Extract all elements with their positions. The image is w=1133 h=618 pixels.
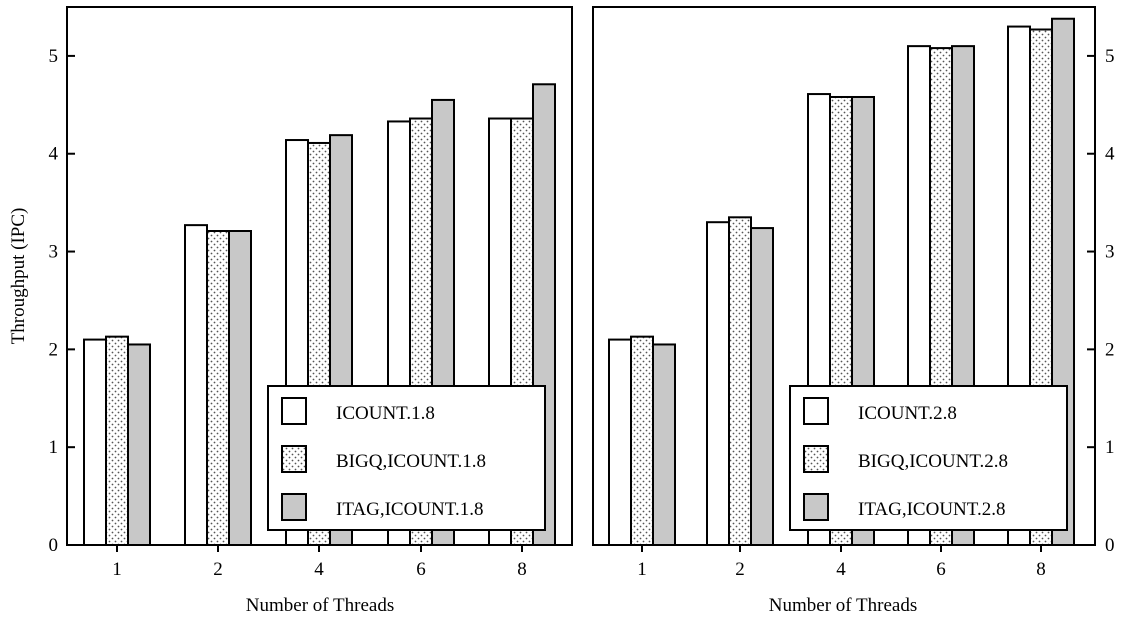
y-tick-label: 0 bbox=[1105, 535, 1115, 556]
legend-swatch-gray bbox=[281, 493, 307, 521]
bar-empty-1 bbox=[608, 338, 632, 546]
y-tick-label: 1 bbox=[49, 437, 59, 458]
bar-dotted-1 bbox=[105, 335, 129, 546]
y-axis: 0 1 2 3 4 5 bbox=[49, 46, 75, 556]
x-axis: 1 2 4 6 8 bbox=[637, 545, 1046, 580]
y-tick-label: 4 bbox=[49, 144, 59, 165]
y-axis: 0 1 2 3 4 5 bbox=[1087, 46, 1115, 556]
legend-swatch-empty bbox=[281, 397, 307, 425]
legend: ICOUNT.1.8 BIGQ,ICOUNT.1.8 ITAG,ICOUNT.1.8 bbox=[267, 385, 546, 531]
bar-dotted-1 bbox=[630, 335, 654, 546]
bar-gray-1 bbox=[127, 343, 151, 546]
legend-label: ICOUNT.1.8 bbox=[336, 403, 435, 424]
x-axis-title: Number of Threads bbox=[769, 595, 917, 616]
x-tick-label: 6 bbox=[416, 559, 426, 580]
bar-empty-1 bbox=[83, 338, 107, 546]
x-tick-label: 4 bbox=[836, 559, 846, 580]
y-tick-label: 3 bbox=[1105, 242, 1115, 263]
legend-swatch-dotted bbox=[281, 445, 307, 473]
y-tick-label: 1 bbox=[1105, 437, 1115, 458]
x-tick-label: 8 bbox=[517, 559, 527, 580]
x-tick-label: 8 bbox=[1036, 559, 1046, 580]
bar-empty-2 bbox=[184, 224, 208, 546]
legend-label: ITAG,ICOUNT.1.8 bbox=[336, 499, 483, 520]
legend-swatch-gray bbox=[803, 493, 829, 521]
bar-gray-2 bbox=[228, 230, 252, 546]
bar-gray-1 bbox=[652, 343, 676, 546]
x-axis: 1 2 4 6 8 bbox=[112, 545, 527, 580]
bar-empty-2 bbox=[706, 221, 730, 546]
y-axis-title: Throughput (IPC) bbox=[8, 208, 29, 345]
y-tick-label: 3 bbox=[49, 242, 59, 263]
bar-gray-2 bbox=[750, 227, 774, 546]
y-tick-label: 2 bbox=[1105, 339, 1115, 360]
legend-swatch-empty bbox=[803, 397, 829, 425]
y-tick-label: 5 bbox=[1105, 46, 1115, 67]
legend-label: BIGQ,ICOUNT.1.8 bbox=[336, 451, 486, 472]
legend-box bbox=[789, 385, 1068, 531]
legend-label: ITAG,ICOUNT.2.8 bbox=[858, 499, 1005, 520]
x-tick-label: 2 bbox=[735, 559, 745, 580]
legend-box bbox=[267, 385, 546, 531]
bar-dotted-2 bbox=[728, 216, 752, 547]
left-panel: 0 1 2 3 4 5 1 2 4 6 8 ICOUNT.1.8 BIGQ,ICOUNT.1.8 IT… bbox=[8, 6, 573, 616]
legend-swatch-dotted bbox=[803, 445, 829, 473]
y-tick-label: 5 bbox=[49, 46, 59, 67]
legend-label: BIGQ,ICOUNT.2.8 bbox=[858, 451, 1008, 472]
x-tick-label: 2 bbox=[213, 559, 223, 580]
y-tick-label: 4 bbox=[1105, 144, 1115, 165]
legend-label: ICOUNT.2.8 bbox=[858, 403, 957, 424]
x-tick-label: 6 bbox=[936, 559, 946, 580]
x-tick-label: 4 bbox=[314, 559, 324, 580]
x-tick-label: 1 bbox=[637, 559, 647, 580]
legend: ICOUNT.2.8 BIGQ,ICOUNT.2.8 ITAG,ICOUNT.2.8 bbox=[789, 385, 1068, 531]
bar-dotted-2 bbox=[206, 230, 230, 546]
right-panel: 0 1 2 3 4 5 1 2 4 6 8 ICOUNT.2.8 BIGQ,ICOUNT.2.8 IT… bbox=[592, 6, 1115, 616]
x-tick-label: 1 bbox=[112, 559, 122, 580]
y-tick-label: 2 bbox=[49, 339, 59, 360]
y-tick-label: 0 bbox=[49, 535, 59, 556]
x-axis-title: Number of Threads bbox=[246, 595, 394, 616]
